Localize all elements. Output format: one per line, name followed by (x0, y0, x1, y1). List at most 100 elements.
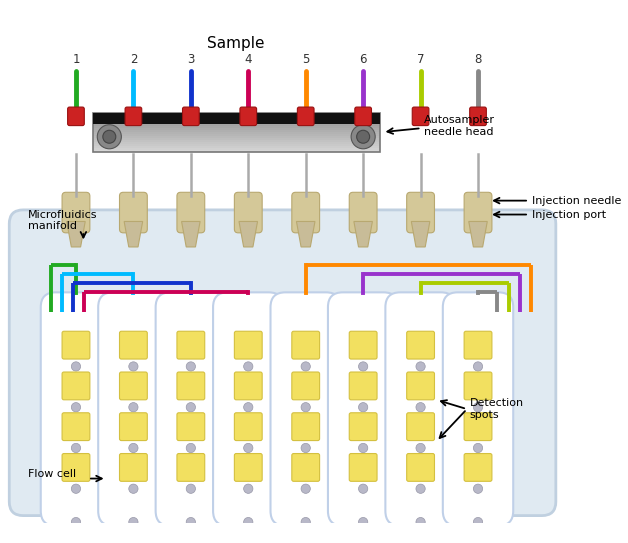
FancyBboxPatch shape (62, 372, 90, 400)
Bar (93, 136, 380, 138)
FancyBboxPatch shape (62, 331, 90, 359)
Circle shape (72, 517, 80, 527)
Circle shape (244, 517, 253, 527)
FancyBboxPatch shape (177, 372, 205, 400)
Circle shape (301, 362, 310, 371)
Bar (93, 115, 380, 117)
Circle shape (301, 517, 310, 527)
FancyBboxPatch shape (407, 372, 435, 400)
Circle shape (103, 130, 116, 143)
FancyBboxPatch shape (328, 292, 398, 526)
Polygon shape (181, 222, 200, 247)
Circle shape (416, 484, 425, 494)
Bar (93, 132, 380, 134)
Bar (93, 126, 380, 128)
FancyBboxPatch shape (156, 292, 226, 526)
Circle shape (359, 402, 368, 412)
Bar (93, 149, 380, 151)
FancyBboxPatch shape (62, 192, 90, 233)
FancyBboxPatch shape (349, 192, 377, 233)
FancyBboxPatch shape (62, 413, 90, 440)
Polygon shape (124, 222, 143, 247)
FancyBboxPatch shape (292, 453, 320, 481)
Bar (93, 130, 380, 132)
FancyBboxPatch shape (464, 192, 492, 233)
FancyBboxPatch shape (407, 331, 435, 359)
Polygon shape (411, 222, 430, 247)
Circle shape (187, 362, 195, 371)
Bar (93, 117, 380, 118)
FancyBboxPatch shape (177, 453, 205, 481)
FancyBboxPatch shape (177, 413, 205, 440)
Bar (93, 112, 380, 124)
Circle shape (72, 484, 80, 494)
Text: 7: 7 (417, 53, 425, 66)
FancyBboxPatch shape (119, 453, 148, 481)
FancyBboxPatch shape (407, 192, 435, 233)
FancyBboxPatch shape (349, 331, 377, 359)
Text: Microfluidics
manifold: Microfluidics manifold (28, 210, 97, 231)
Circle shape (72, 443, 80, 453)
FancyBboxPatch shape (464, 413, 492, 440)
FancyBboxPatch shape (355, 107, 372, 125)
Circle shape (416, 402, 425, 412)
Circle shape (416, 517, 425, 527)
FancyBboxPatch shape (464, 372, 492, 400)
Bar (93, 146, 380, 148)
FancyBboxPatch shape (119, 192, 148, 233)
Text: Flow cell: Flow cell (28, 469, 76, 479)
FancyBboxPatch shape (119, 372, 148, 400)
Text: Autosampler
needle head: Autosampler needle head (425, 116, 495, 137)
Polygon shape (468, 222, 487, 247)
Circle shape (301, 402, 310, 412)
Text: 5: 5 (302, 53, 310, 66)
Bar (93, 118, 380, 121)
Circle shape (72, 362, 80, 371)
Circle shape (359, 443, 368, 453)
Text: 2: 2 (129, 53, 137, 66)
FancyBboxPatch shape (271, 292, 341, 526)
Text: 3: 3 (187, 53, 195, 66)
Text: 4: 4 (244, 53, 252, 66)
Bar (93, 124, 380, 126)
FancyBboxPatch shape (443, 292, 513, 526)
FancyBboxPatch shape (412, 107, 429, 125)
FancyBboxPatch shape (292, 331, 320, 359)
FancyBboxPatch shape (234, 331, 262, 359)
Text: 8: 8 (474, 53, 482, 66)
Text: Detection
spots: Detection spots (470, 398, 524, 420)
Circle shape (129, 362, 138, 371)
FancyBboxPatch shape (234, 413, 262, 440)
Bar (93, 121, 380, 122)
FancyBboxPatch shape (292, 372, 320, 400)
FancyBboxPatch shape (407, 453, 435, 481)
FancyBboxPatch shape (213, 292, 283, 526)
Text: 6: 6 (359, 53, 367, 66)
FancyBboxPatch shape (9, 210, 556, 516)
Text: 1: 1 (72, 53, 80, 66)
Circle shape (416, 443, 425, 453)
Circle shape (244, 484, 253, 494)
Circle shape (244, 402, 253, 412)
FancyBboxPatch shape (407, 413, 435, 440)
Bar (93, 138, 380, 140)
Circle shape (359, 362, 368, 371)
Circle shape (474, 402, 483, 412)
Bar (93, 112, 380, 151)
Text: Sample: Sample (207, 36, 265, 50)
FancyBboxPatch shape (125, 107, 142, 125)
Circle shape (244, 362, 253, 371)
FancyBboxPatch shape (234, 192, 262, 233)
Circle shape (129, 443, 138, 453)
FancyBboxPatch shape (470, 107, 486, 125)
FancyBboxPatch shape (183, 107, 199, 125)
Circle shape (187, 484, 195, 494)
Circle shape (187, 402, 195, 412)
Bar (93, 140, 380, 142)
Bar (93, 148, 380, 149)
FancyBboxPatch shape (177, 192, 205, 233)
Text: Injection port: Injection port (532, 210, 606, 219)
Circle shape (301, 484, 310, 494)
FancyBboxPatch shape (98, 292, 168, 526)
FancyBboxPatch shape (292, 192, 320, 233)
